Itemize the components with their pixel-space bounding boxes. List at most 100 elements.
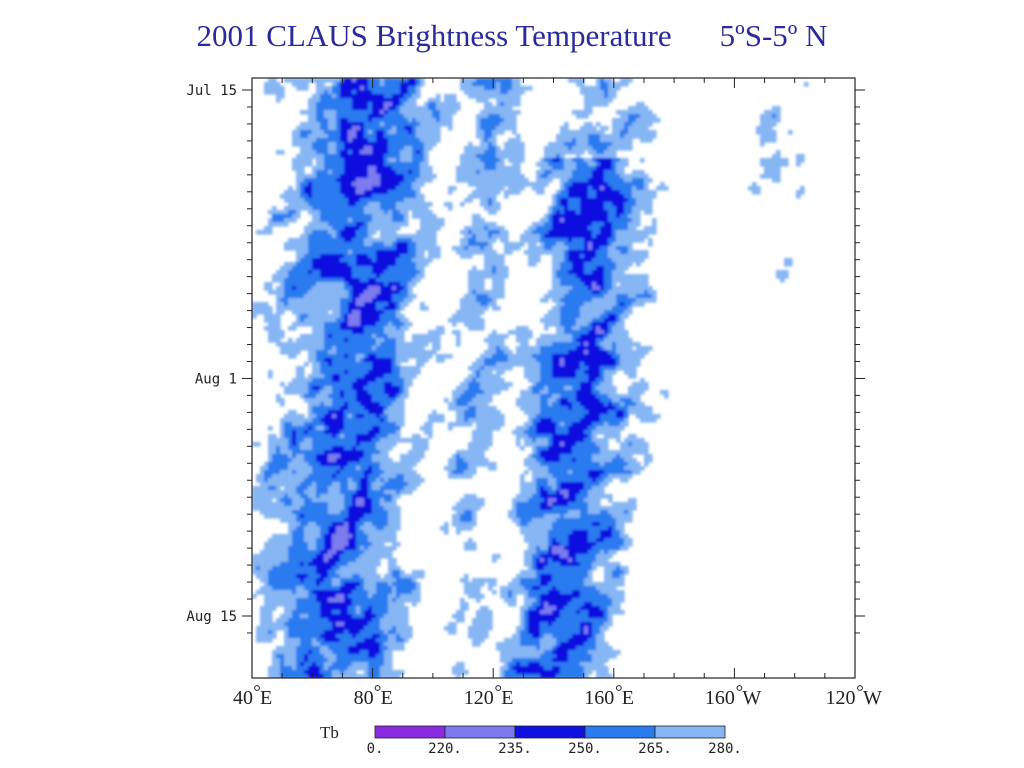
field-cell — [488, 178, 493, 183]
field-cell — [584, 222, 589, 227]
field-cell — [364, 78, 369, 83]
field-cell — [380, 98, 385, 103]
field-cell — [448, 98, 453, 103]
field-cell — [592, 186, 597, 191]
field-cell — [296, 198, 301, 203]
field-cell — [472, 218, 477, 223]
field-cell — [552, 234, 557, 239]
field-cell — [432, 122, 437, 127]
field-cell — [412, 238, 417, 243]
field-cell — [332, 254, 337, 259]
field-cell — [520, 346, 525, 351]
field-cell — [492, 226, 497, 231]
field-cell — [304, 122, 309, 127]
field-cell — [612, 162, 617, 167]
field-cell — [540, 222, 545, 227]
field-cell — [552, 194, 557, 199]
field-cell — [512, 130, 517, 135]
field-cell — [580, 190, 585, 195]
field-cell — [416, 82, 421, 87]
field-cell — [420, 226, 425, 231]
field-cell — [560, 178, 565, 183]
field-cell — [408, 282, 413, 287]
field-cell — [584, 250, 589, 255]
field-cell — [276, 298, 281, 303]
field-cell — [608, 174, 613, 179]
field-cell — [336, 242, 341, 247]
field-cell — [292, 294, 297, 299]
field-cell — [624, 278, 629, 283]
field-cell — [508, 250, 513, 255]
field-cell — [364, 118, 369, 123]
field-cell — [528, 254, 533, 259]
field-cell — [372, 78, 377, 83]
field-cell — [368, 214, 373, 219]
field-cell — [348, 326, 353, 331]
field-cell — [564, 150, 569, 155]
field-cell — [484, 142, 489, 147]
field-cell — [380, 366, 385, 371]
field-cell — [640, 130, 645, 135]
field-cell — [372, 338, 377, 343]
field-cell — [420, 266, 425, 271]
field-cell — [620, 334, 625, 339]
field-cell — [620, 270, 625, 275]
field-cell — [288, 190, 293, 195]
field-cell — [476, 214, 481, 219]
field-cell — [324, 310, 329, 315]
field-cell — [604, 234, 609, 239]
field-cell — [604, 170, 609, 175]
field-cell — [756, 186, 761, 191]
field-cell — [620, 298, 625, 303]
field-cell — [576, 186, 581, 191]
field-cell — [408, 94, 413, 99]
field-cell — [340, 242, 345, 247]
field-cell — [536, 342, 541, 347]
field-cell — [592, 222, 597, 227]
field-cell — [592, 342, 597, 347]
field-cell — [472, 170, 477, 175]
field-cell — [360, 254, 365, 259]
field-cell — [572, 202, 577, 207]
field-cell — [608, 338, 613, 343]
field-cell — [304, 334, 309, 339]
field-cell — [268, 290, 273, 295]
field-cell — [312, 170, 317, 175]
field-cell — [560, 230, 565, 235]
field-cell — [416, 366, 421, 371]
field-cell — [596, 166, 601, 171]
field-cell — [440, 114, 445, 119]
field-cell — [372, 90, 377, 95]
field-cell — [580, 322, 585, 327]
field-cell — [572, 186, 577, 191]
field-cell — [316, 174, 321, 179]
field-cell — [392, 366, 397, 371]
field-cell — [400, 258, 405, 263]
field-cell — [328, 218, 333, 223]
field-cell — [296, 242, 301, 247]
field-cell — [624, 294, 629, 299]
field-cell — [588, 298, 593, 303]
field-cell — [524, 346, 529, 351]
field-cell — [412, 158, 417, 163]
field-cell — [648, 138, 653, 143]
field-cell — [556, 242, 561, 247]
field-cell — [272, 214, 277, 219]
field-cell — [340, 122, 345, 127]
field-cell — [336, 142, 341, 147]
field-cell — [328, 114, 333, 119]
field-cell — [560, 138, 565, 143]
field-cell — [576, 170, 581, 175]
field-cell — [600, 210, 605, 215]
field-cell — [404, 146, 409, 151]
field-cell — [472, 310, 477, 315]
field-cell — [568, 350, 573, 355]
field-cell — [272, 274, 277, 279]
field-cell — [476, 298, 481, 303]
field-cell — [508, 186, 513, 191]
field-cell — [332, 246, 337, 251]
field-cell — [268, 286, 273, 291]
field-cell — [412, 270, 417, 275]
field-cell — [484, 138, 489, 143]
field-cell — [520, 238, 525, 243]
